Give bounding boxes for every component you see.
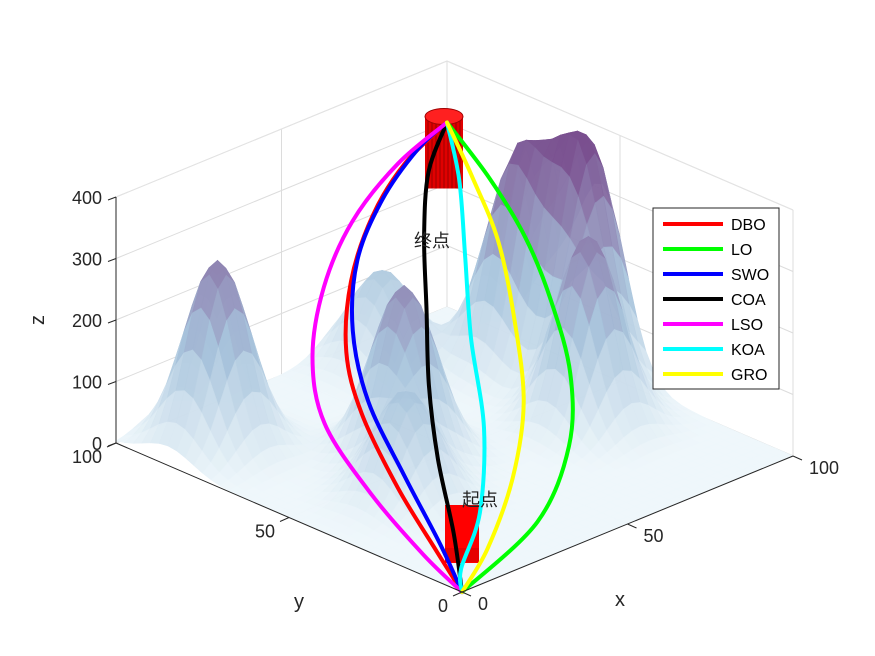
x-tick [461, 591, 472, 597]
x-tick [792, 455, 803, 461]
y-tick-label: 100 [72, 447, 102, 467]
series-line-swo [350, 120, 464, 594]
z-tick-label: 100 [72, 373, 102, 393]
legend-label-koa: KOA [731, 342, 765, 359]
y-tick-label: 0 [438, 596, 448, 616]
series-line-coa [422, 120, 464, 594]
box-edge [115, 60, 448, 198]
series-line-lo [445, 120, 575, 594]
x-tick-label: 0 [478, 594, 488, 614]
end-marker-cap [424, 108, 464, 125]
z-tick-label: 200 [72, 311, 102, 331]
series-line-gro [445, 120, 526, 594]
start-label: 起点 [462, 490, 498, 511]
z-tick [107, 258, 117, 262]
box-edge [446, 60, 794, 211]
start-marker-base [445, 548, 479, 562]
y-tick [452, 591, 463, 597]
end-label: 终点 [414, 231, 450, 252]
y-tick [106, 442, 117, 448]
x-tick-label: 100 [809, 458, 839, 478]
legend-label-coa: COA [731, 292, 766, 309]
z-tick [107, 196, 117, 201]
x-axis-label: x [615, 589, 625, 611]
series-paths [310, 120, 575, 594]
y-tick [279, 517, 290, 522]
legend-label-lso: LSO [731, 317, 763, 334]
z-tick-label: 0 [92, 434, 102, 454]
legend-label-dbo: DBO [731, 217, 766, 234]
y-axis-line [115, 442, 463, 593]
legend-label-swo: SWO [731, 267, 769, 284]
z-tick [107, 381, 117, 385]
y-axis-label: y [294, 591, 304, 613]
x-tick [627, 523, 637, 529]
z-tick-label: 400 [72, 188, 102, 208]
y-tick-label: 50 [255, 522, 275, 542]
legend: DBO LO SWO COA LSO KOA GRO [652, 207, 780, 390]
series-line-lso [310, 120, 464, 594]
legend-label-lo: LO [731, 242, 752, 259]
x-axis-line [461, 455, 794, 593]
z-tick-label: 300 [72, 250, 102, 270]
x-tick-label: 50 [644, 526, 664, 546]
legend-label-gro: GRO [731, 367, 767, 384]
series-line-koa [445, 120, 487, 594]
z-axis-label: z [27, 315, 49, 325]
z-tick [107, 319, 117, 324]
